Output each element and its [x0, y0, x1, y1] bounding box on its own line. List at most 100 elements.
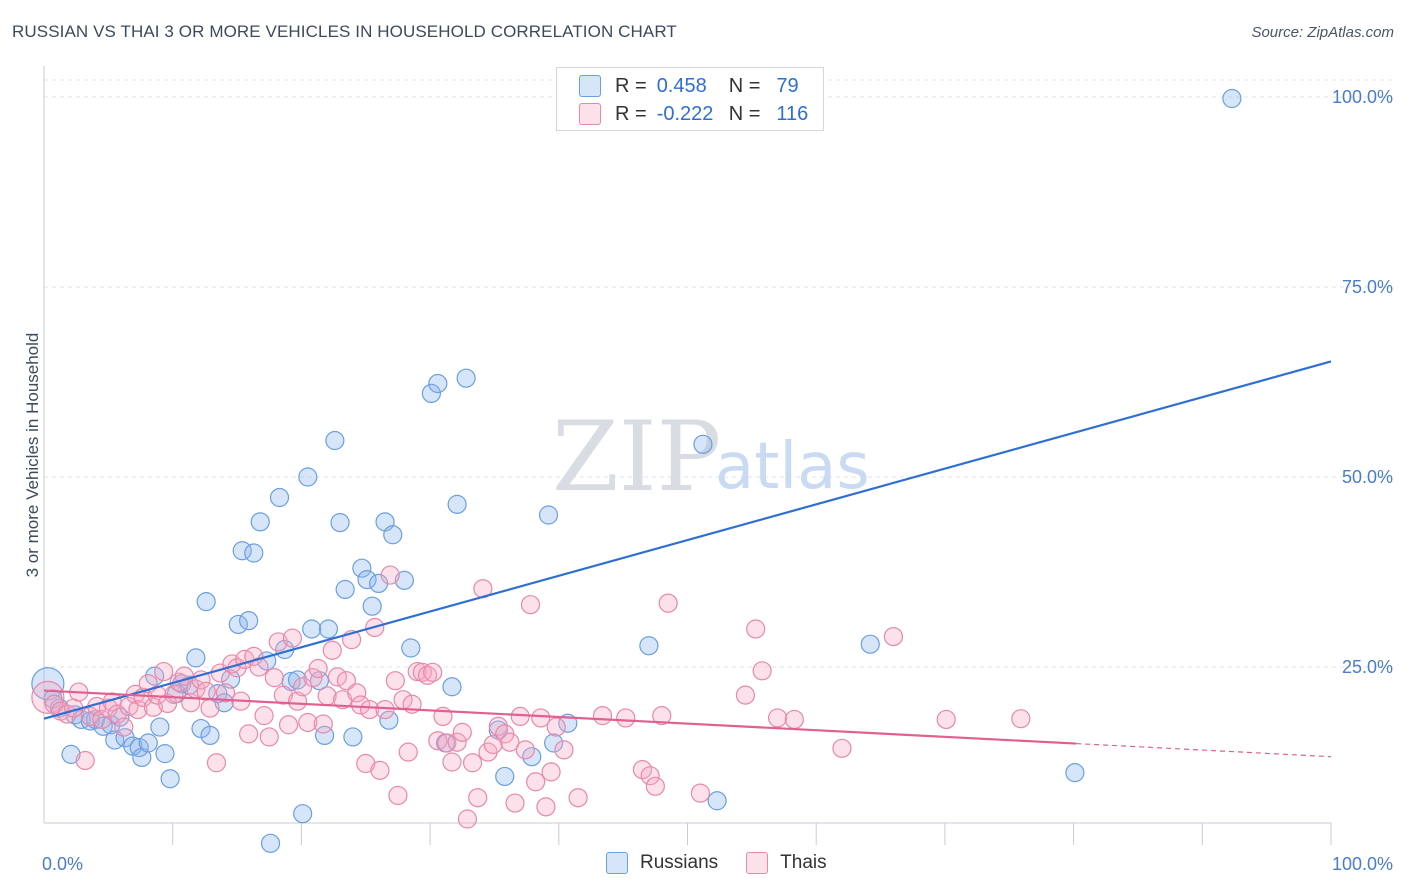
thais-point	[541, 762, 561, 782]
y-tick-label: 25.0%	[1342, 657, 1393, 677]
thais-point	[746, 619, 766, 639]
thais-point	[215, 683, 236, 703]
thais-point	[114, 717, 134, 737]
legend-n-label: N =	[728, 102, 761, 125]
legend-label-russians: Russians	[640, 852, 719, 873]
watermark-atlas: atlas	[715, 430, 870, 504]
russians-point	[456, 368, 476, 388]
thais-point	[505, 793, 525, 813]
thais-point	[239, 724, 259, 744]
thais-point	[452, 722, 472, 742]
thais-point	[308, 658, 328, 679]
thais-point	[347, 683, 367, 703]
axes	[43, 66, 1332, 845]
legend-swatch-russians	[579, 75, 601, 97]
thais-point	[375, 699, 395, 720]
thais-point	[206, 753, 227, 773]
thais-point	[154, 661, 174, 682]
russians-point	[200, 725, 220, 746]
russians-point	[538, 505, 559, 525]
russians-point	[352, 558, 372, 578]
thais-point	[273, 685, 293, 705]
legend-row-thais: R = -0.222 N = 116	[579, 100, 808, 128]
russians-point	[138, 733, 158, 753]
trend-lines	[43, 360, 1332, 758]
thais-point	[313, 714, 333, 734]
thais-point	[832, 738, 852, 758]
thais-point	[287, 691, 308, 711]
russians-point	[269, 487, 290, 508]
thais-point	[554, 740, 574, 760]
russians-point	[155, 744, 175, 764]
thais-point	[442, 752, 462, 772]
russians-point	[1222, 88, 1242, 109]
thais-point	[1011, 709, 1031, 729]
russians-point	[145, 666, 165, 686]
thais-point	[690, 783, 710, 803]
thais-point	[936, 709, 956, 730]
russians-point	[250, 512, 270, 532]
thais-point	[784, 709, 804, 730]
russians-point	[379, 710, 399, 730]
thais-point	[164, 684, 184, 704]
thais-point	[388, 785, 408, 806]
thais-point	[531, 708, 551, 728]
thais-point	[462, 753, 483, 773]
russians-point	[1065, 763, 1085, 783]
legend-swatch-thais	[579, 103, 601, 125]
correlation-legend: R = 0.458 N = 79 R = -0.222 N = 116	[556, 67, 824, 131]
thais-point	[380, 565, 400, 585]
x-tick-label-left: 0.0%	[42, 854, 83, 874]
thais-point	[423, 662, 443, 682]
legend-n-value: 116	[776, 102, 809, 125]
thais-point	[632, 759, 653, 780]
thais-point	[385, 671, 405, 691]
legend-item-russians[interactable]: Russians	[606, 852, 718, 874]
legend-row-russians: R = 0.458 N = 79	[579, 72, 799, 100]
thais-point	[488, 716, 508, 736]
russians-point	[693, 434, 713, 454]
thais-point	[526, 772, 546, 792]
russians-point	[401, 638, 421, 658]
russians-point	[298, 467, 318, 487]
russians-point	[394, 570, 414, 590]
thais-point	[536, 797, 556, 817]
thais-point	[303, 668, 323, 688]
russians-point	[186, 648, 206, 668]
thais-point	[417, 665, 438, 685]
legend-swatch-thais	[746, 852, 769, 874]
russians-point	[228, 614, 248, 635]
grid-lines	[44, 79, 1395, 668]
legend-item-thais[interactable]: Thais	[746, 852, 827, 874]
thais-point	[282, 628, 302, 648]
russians-point	[260, 833, 281, 853]
thais-point	[278, 715, 299, 735]
x-tick-label-right: 100.0%	[1332, 854, 1393, 874]
legend-r-label: R =	[615, 102, 647, 125]
thais-point	[652, 706, 672, 726]
legend-n-value: 79	[776, 74, 799, 97]
series-legend: Russians Thais	[606, 852, 855, 874]
thais-trend-line	[43, 689, 1077, 745]
thais-point	[752, 661, 772, 681]
thais-point	[457, 809, 478, 829]
thais-point	[645, 776, 665, 796]
thais-point	[398, 742, 418, 762]
russians-point	[639, 636, 659, 656]
thais-point	[259, 727, 279, 747]
russians-point	[150, 717, 170, 737]
russians-point	[196, 592, 216, 612]
russians-point	[343, 727, 363, 747]
russians-point	[160, 769, 180, 789]
legend-r-value: -0.222	[656, 102, 714, 125]
y-tick-label: 100.0%	[1332, 87, 1393, 107]
thais-trend-line-extrapolated	[1076, 742, 1332, 758]
russians-point	[442, 677, 462, 697]
thais-point	[568, 788, 588, 808]
russians-point	[302, 619, 322, 639]
russians-point	[330, 512, 350, 533]
russians-point	[362, 596, 382, 616]
thais-point	[616, 708, 636, 728]
thais-point	[437, 733, 457, 753]
